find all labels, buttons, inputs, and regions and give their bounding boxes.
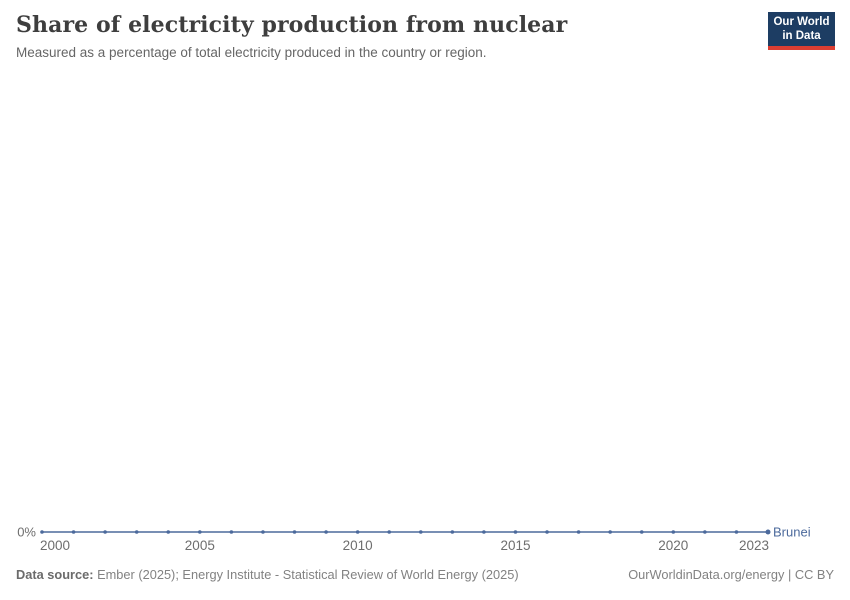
data-point xyxy=(703,530,707,534)
data-source-label: Data source: xyxy=(16,567,94,582)
page-title: Share of electricity production from nuc… xyxy=(16,12,568,38)
chart-header: Share of electricity production from nuc… xyxy=(16,12,750,62)
data-point xyxy=(576,530,581,534)
x-axis-tick-label: 2020 xyxy=(658,538,688,553)
data-point xyxy=(765,529,771,535)
data-point xyxy=(103,530,107,534)
data-point xyxy=(639,530,644,534)
data-point xyxy=(40,530,44,534)
data-source-text: Ember (2025); Energy Institute - Statist… xyxy=(93,567,519,582)
data-point xyxy=(545,530,549,534)
data-point xyxy=(450,530,455,534)
data-point xyxy=(387,530,392,534)
data-point xyxy=(229,530,234,534)
x-axis-tick-label: 2000 xyxy=(40,538,70,553)
series-end-label: Brunei xyxy=(773,525,811,540)
data-point xyxy=(608,530,612,534)
data-point xyxy=(324,530,328,534)
data-point xyxy=(513,530,518,534)
x-axis-tick-label: 2010 xyxy=(343,538,373,553)
x-axis-tick-label: 2005 xyxy=(185,538,215,553)
x-axis-tick-label: 2023 xyxy=(739,538,769,553)
data-point xyxy=(292,530,297,534)
data-point xyxy=(71,530,76,534)
credit-link[interactable]: OurWorldinData.org/energy | CC BY xyxy=(628,567,834,582)
data-point xyxy=(355,530,360,534)
owid-logo-line2: in Data xyxy=(782,30,821,42)
x-axis-tick-label: 2015 xyxy=(500,538,530,553)
owid-logo[interactable]: Our World in Data xyxy=(768,12,835,50)
data-point xyxy=(134,530,139,534)
chart-footer: Data source: Ember (2025); Energy Instit… xyxy=(16,567,834,582)
data-point xyxy=(418,530,423,534)
data-point xyxy=(166,530,171,534)
data-point xyxy=(198,530,202,534)
page-subtitle: Measured as a percentage of total electr… xyxy=(16,45,487,61)
y-axis-tick-label: 0% xyxy=(17,525,36,540)
data-source-note: Data source: Ember (2025); Energy Instit… xyxy=(16,567,519,582)
data-point xyxy=(261,530,265,534)
owid-logo-line1: Our World xyxy=(773,15,830,28)
data-point xyxy=(734,530,739,534)
data-point xyxy=(482,530,486,534)
data-point xyxy=(671,530,676,534)
